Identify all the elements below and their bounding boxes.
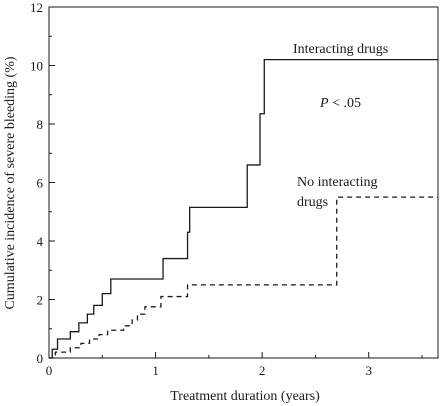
- p-value-rest: < .05: [329, 96, 361, 111]
- x-axis: 0 1 2 3: [46, 352, 423, 378]
- label-no-interacting-line1: No interacting: [297, 175, 377, 190]
- y-tick-label: 8: [37, 117, 44, 132]
- series-interacting-drugs-line: [49, 59, 438, 359]
- y-axis: 0 2 4 6 8 10 12: [30, 0, 55, 366]
- y-tick-label: 2: [37, 293, 44, 308]
- y-tick-label: 6: [37, 176, 44, 191]
- y-axis-title: Cumulative incidence of severe bleeding …: [3, 56, 18, 309]
- y-tick-label: 0: [37, 351, 44, 366]
- x-axis-title: Treatment duration (years): [170, 389, 320, 404]
- x-tick-label: 3: [365, 363, 372, 378]
- p-value-italic: P: [319, 96, 329, 111]
- label-interacting-drugs: Interacting drugs: [293, 42, 388, 57]
- y-tick-label: 12: [30, 0, 43, 15]
- x-tick-label: 2: [259, 363, 266, 378]
- x-tick-label: 1: [152, 363, 159, 378]
- x-tick-label: 0: [46, 363, 53, 378]
- label-no-interacting-line2: drugs: [297, 195, 328, 210]
- p-value-annotation: P < .05: [319, 96, 361, 111]
- series-no-interacting-drugs-line: [49, 196, 438, 359]
- y-tick-label: 10: [30, 59, 43, 74]
- plot-lines: [49, 59, 438, 359]
- y-tick-label: 4: [37, 234, 44, 249]
